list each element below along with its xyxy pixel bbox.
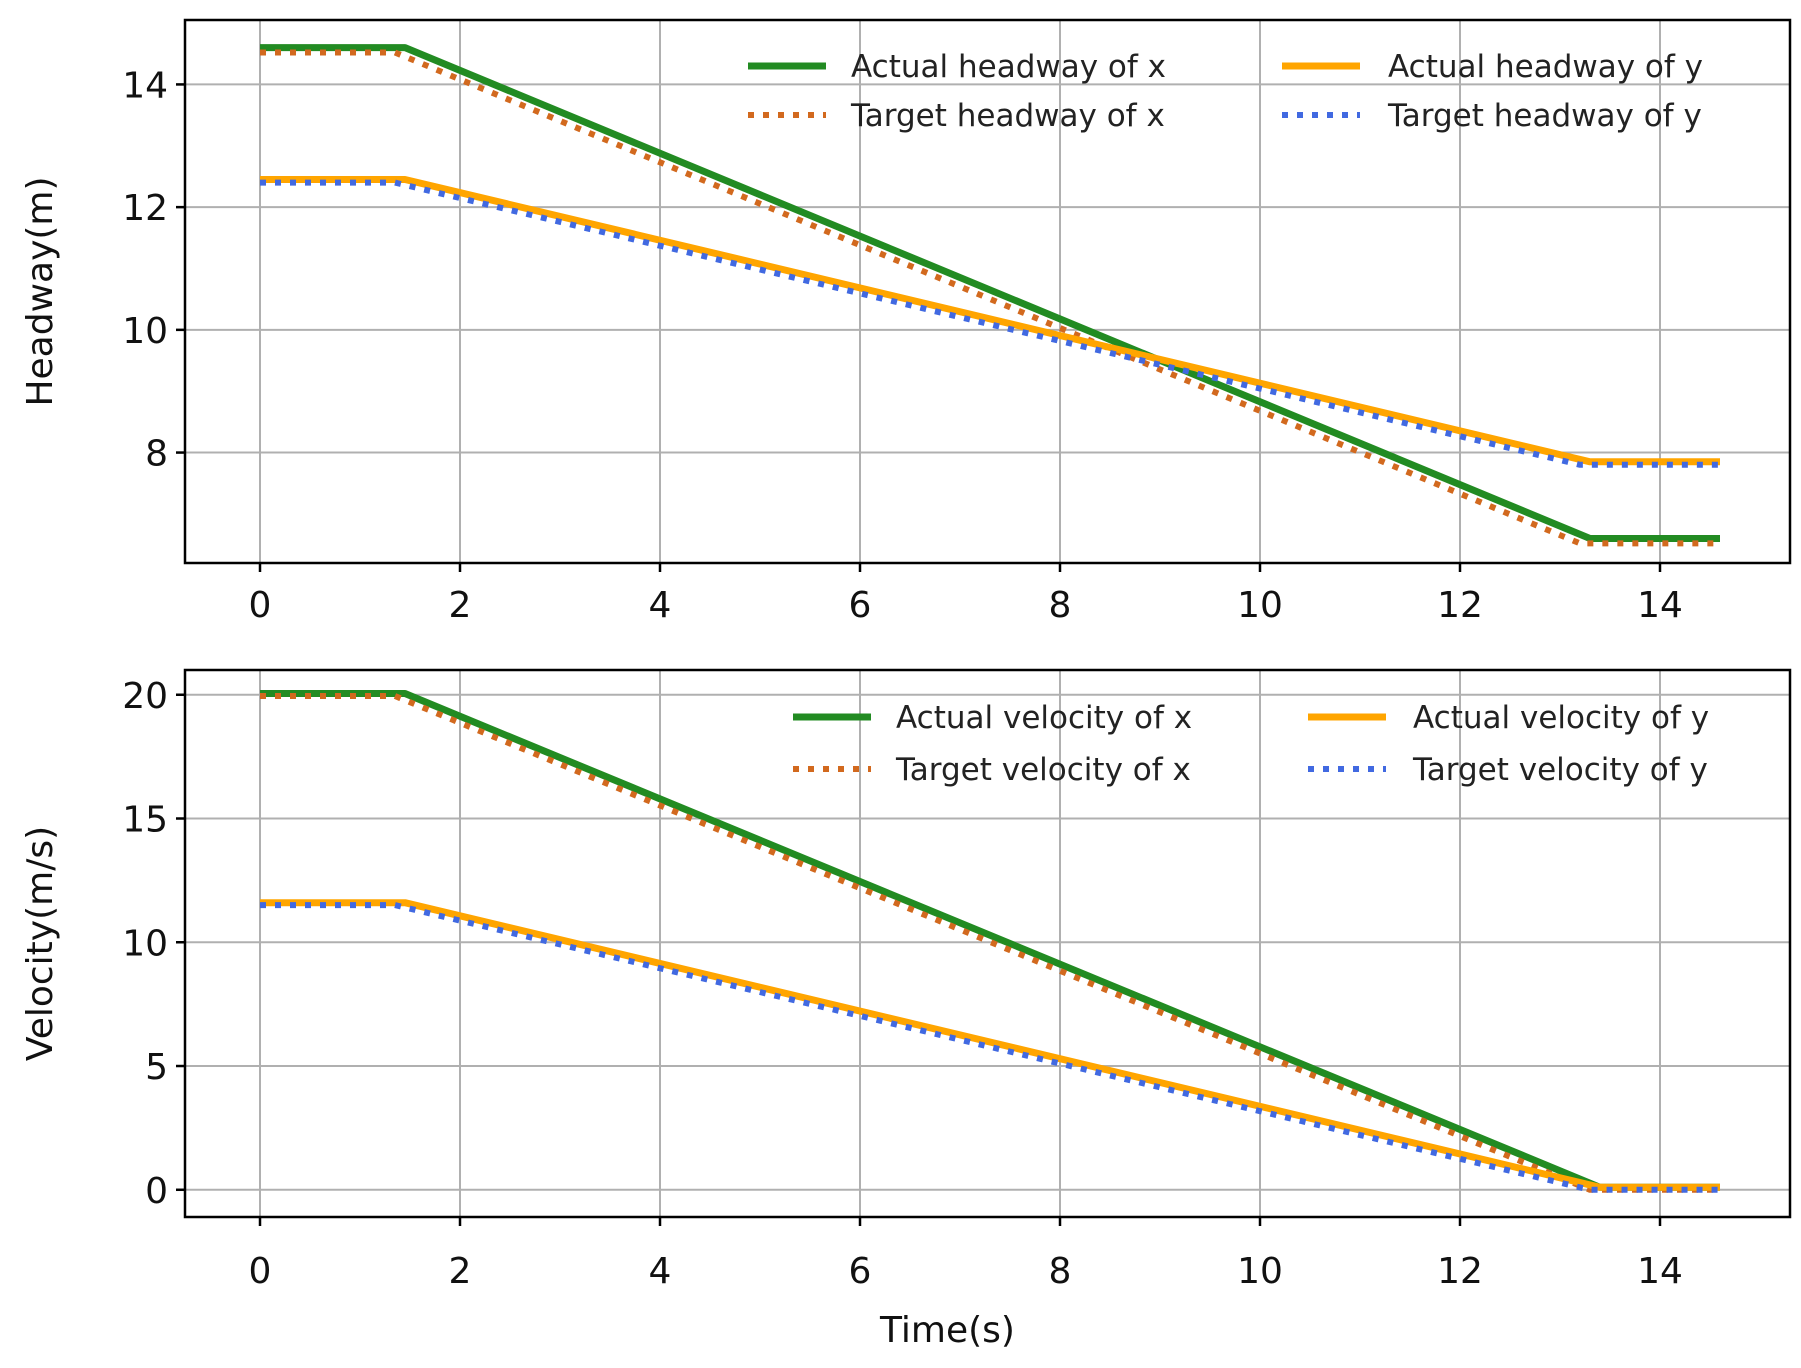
y-tick-label: 10: [122, 311, 168, 352]
y-axis-title: Headway(m): [20, 176, 61, 406]
legend-label: Target headway of y: [1387, 98, 1702, 134]
x-tick-label: 2: [449, 1251, 472, 1292]
y-tick-label: 8: [145, 434, 168, 475]
y-axis-title: Velocity(m/s): [20, 826, 61, 1061]
series-line-target-headway-of-x: [260, 49, 1720, 547]
x-tick-label: 8: [1049, 585, 1072, 626]
legend-label: Actual headway of y: [1388, 49, 1703, 85]
headway-chart-panel: 0 2 4 6 8 10 12 14 8 10 12 14 Headway(m) Actual headw…: [20, 18, 1792, 626]
series-line-actual-velocity-of-y: [260, 899, 1720, 1191]
grid-lines: [185, 670, 1790, 1217]
x-tick-label: 4: [649, 585, 672, 626]
y-tick-label: 5: [145, 1047, 168, 1088]
x-tick-label: 6: [849, 585, 872, 626]
x-tick-label: 10: [1237, 1251, 1283, 1292]
series-group: [260, 690, 1720, 1193]
legend-item-target-velocity-of-x: Target velocity of x: [793, 752, 1191, 788]
y-tick-label: 12: [122, 188, 168, 229]
legend-item-target-headway-of-y: Target headway of y: [1282, 98, 1702, 134]
y-tick-label: 14: [122, 65, 168, 106]
x-tick-label: 14: [1637, 585, 1683, 626]
x-axis-title: Time(s): [879, 1310, 1015, 1351]
x-tick-label: 8: [1049, 1251, 1072, 1292]
series-line-target-velocity-of-y: [260, 902, 1720, 1193]
x-tick-label: 12: [1437, 1251, 1483, 1292]
series-line-actual-headway-of-x: [260, 44, 1720, 542]
x-tick-label: 6: [849, 1251, 872, 1292]
x-tick-label: 0: [249, 1251, 272, 1292]
legend-item-actual-velocity-of-x: Actual velocity of x: [793, 700, 1192, 736]
legend: Actual velocity of x Target velocity of x…: [793, 700, 1709, 788]
x-tick-label: 12: [1437, 585, 1483, 626]
legend-label: Target headway of x: [850, 98, 1165, 134]
legend-item-actual-headway-of-x: Actual headway of x: [748, 49, 1166, 85]
legend-label: Actual headway of x: [851, 49, 1166, 85]
y-tick-label: 0: [145, 1171, 168, 1212]
legend-item-target-velocity-of-y: Target velocity of y: [1308, 752, 1708, 788]
legend-label: Target velocity of x: [895, 752, 1191, 788]
y-tick-label: 20: [122, 676, 168, 717]
plot-frame: [183, 18, 1792, 565]
legend: Actual headway of x Target headway of x Ac…: [748, 49, 1703, 134]
legend-item-target-headway-of-x: Target headway of x: [748, 98, 1165, 134]
series-line-target-headway-of-y: [260, 179, 1720, 468]
legend-label: Target velocity of y: [1412, 752, 1708, 788]
legend-label: Actual velocity of y: [1413, 700, 1709, 736]
velocity-chart-panel: 0 2 4 6 8 10 12 14 0 5 10 15 20 Velocity(m/s) Time(s) A…: [20, 668, 1792, 1351]
x-tick-label: 4: [649, 1251, 672, 1292]
legend-item-actual-velocity-of-y: Actual velocity of y: [1308, 700, 1709, 736]
x-tick-label: 14: [1637, 1251, 1683, 1292]
x-tick-label: 0: [249, 585, 272, 626]
y-tick-label: 15: [122, 800, 168, 841]
y-tick-label: 10: [122, 923, 168, 964]
series-line-target-velocity-of-x: [260, 693, 1720, 1193]
x-tick-label: 2: [449, 585, 472, 626]
series-group: [260, 44, 1720, 547]
x-tick-label: 10: [1237, 585, 1283, 626]
series-line-actual-headway-of-y: [260, 176, 1720, 466]
legend-label: Actual velocity of x: [896, 700, 1192, 736]
legend-item-actual-headway-of-y: Actual headway of y: [1282, 49, 1703, 85]
